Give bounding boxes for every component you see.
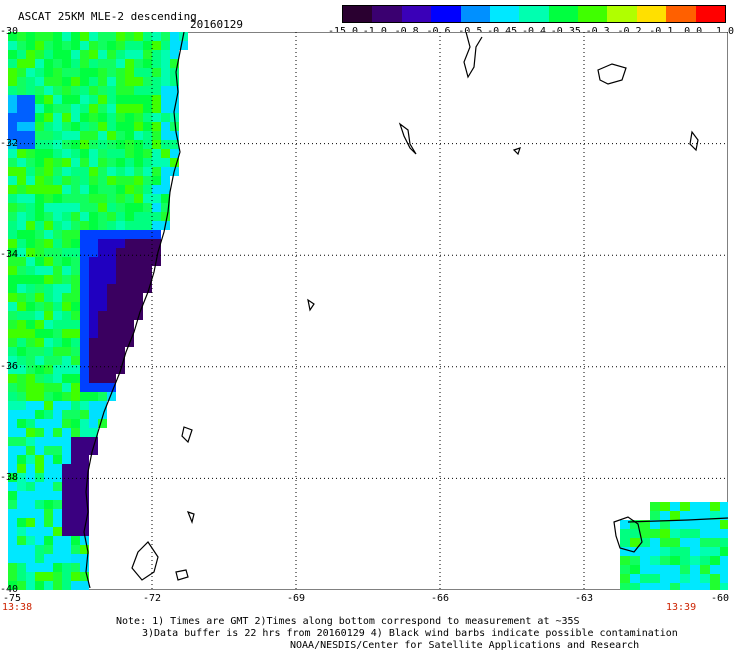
swath-pixels xyxy=(8,32,728,590)
longitude-label: -60 xyxy=(710,593,730,604)
color-scale-segment xyxy=(489,6,520,22)
color-scale-bar xyxy=(342,5,726,23)
color-scale-segment xyxy=(695,6,726,22)
note-line-2: 3)Data buffer is 22 hrs from 20160129 4)… xyxy=(142,628,678,639)
color-scale-segment xyxy=(460,6,491,22)
color-scale-segment xyxy=(431,6,462,22)
color-scale-segment xyxy=(607,6,638,22)
latitude-label: -32 xyxy=(0,137,19,149)
start-time-label: 13:38 xyxy=(2,602,33,613)
color-scale-segment xyxy=(401,6,432,22)
note-line-1: Note: 1) Times are GMT 2)Times along bot… xyxy=(116,616,580,627)
longitude-label: -72 xyxy=(142,593,162,604)
color-scale-segment xyxy=(636,6,667,22)
color-scale-segment xyxy=(372,6,403,22)
latitude-label: -30 xyxy=(0,26,19,37)
latitude-label: -40 xyxy=(0,584,19,595)
color-scale-segment xyxy=(666,6,697,22)
note-line-3: NOAA/NESDIS/Center for Satellite Applica… xyxy=(290,640,640,651)
latitude-label: -38 xyxy=(0,472,19,484)
color-scale-segment xyxy=(578,6,608,22)
graticule xyxy=(8,32,728,590)
color-scale-segment xyxy=(343,6,373,22)
latitude-label: -36 xyxy=(0,360,19,372)
longitude-label: -69 xyxy=(286,593,306,604)
longitude-label: -63 xyxy=(574,593,594,604)
color-scale-segment xyxy=(548,6,579,22)
longitude-label: -66 xyxy=(430,593,450,604)
latitude-label: -34 xyxy=(0,249,19,261)
coastline xyxy=(83,32,728,589)
color-scale-segment xyxy=(519,6,550,22)
map-title: ASCAT 25KM MLE-2 descending xyxy=(18,10,197,23)
longitude-label: -75 xyxy=(2,593,22,604)
end-time-label: 13:39 xyxy=(666,602,697,613)
wind-data-map xyxy=(8,32,728,590)
map-date: 20160129 xyxy=(190,18,243,31)
